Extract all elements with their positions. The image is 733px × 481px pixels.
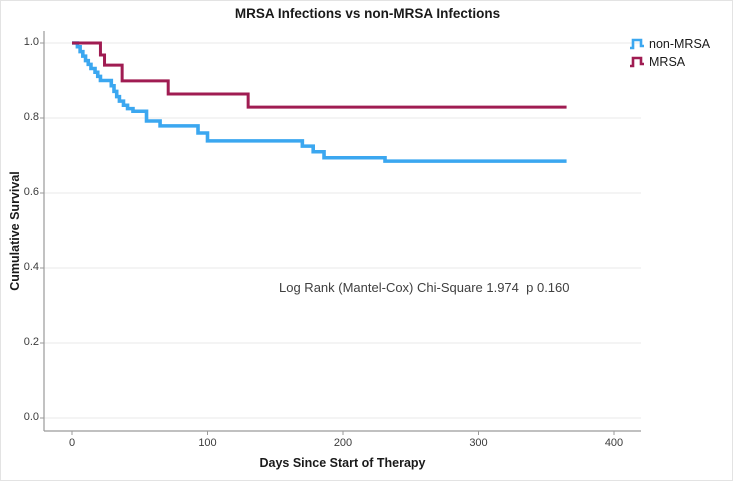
legend: non-MRSA MRSA	[629, 36, 710, 69]
y-tick-label: 0.4	[23, 261, 39, 273]
x-tick-label: 0	[68, 437, 76, 449]
legend-entry-non-mrsa: non-MRSA	[629, 36, 710, 51]
x-axis-title: Days Since Start of Therapy	[259, 456, 426, 470]
x-tick-label: 400	[604, 437, 624, 449]
series-curve-non-MRSA	[72, 41, 567, 163]
legend-label-mrsa: MRSA	[649, 54, 686, 69]
y-tick-label: 0.2	[23, 336, 39, 348]
y-tick-label: 0.6	[23, 186, 39, 198]
step-curve-icon	[630, 56, 644, 67]
y-tick-label: 0.8	[23, 111, 39, 123]
legend-label-non-mrsa: non-MRSA	[649, 36, 711, 51]
step-curve-icon	[630, 38, 644, 49]
log-rank-annotation: Log Rank (Mantel-Cox) Chi-Square 1.974 p…	[279, 280, 570, 295]
y-tick-label: 1.0	[23, 36, 39, 48]
y-axis-title: Cumulative Survival	[8, 171, 22, 291]
y-tick-label: 0.0	[23, 411, 39, 423]
chart-title: MRSA Infections vs non-MRSA Infections	[234, 6, 501, 21]
x-tick-label: 100	[198, 437, 217, 449]
x-tick-label: 200	[333, 437, 353, 449]
series-curve-MRSA	[72, 41, 567, 109]
x-tick-label: 300	[469, 437, 488, 449]
legend-entry-mrsa: MRSA	[629, 54, 710, 69]
